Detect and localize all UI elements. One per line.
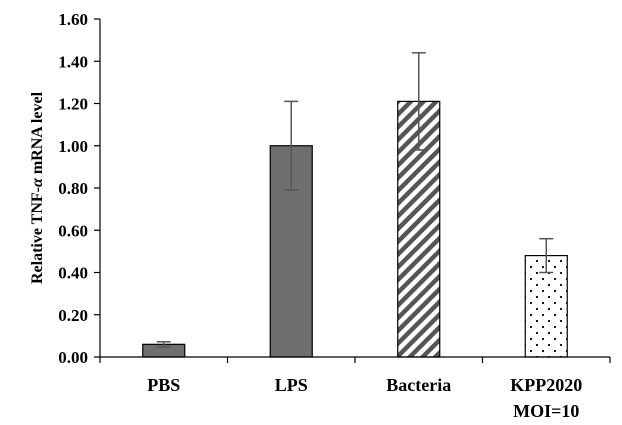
y-tick-label: 1.60 [58,10,88,29]
y-axis-ticks: 0.00 0.20 0.40 0.60 0.80 1.00 1.20 1.40 1.60 [58,10,100,367]
x-category-label: PBS [147,375,180,395]
y-axis-title: Relative TNF-α mRNA level [29,91,46,284]
y-tick-label: 1.40 [58,52,88,71]
bars [142,100,568,358]
y-tick-label: 0.60 [58,221,88,240]
y-axis-title-part-1: Relative TNF- [29,187,46,284]
error-bar-2 [411,52,426,151]
y-axis-title-part-2: mRNA level [29,91,46,178]
x-category-label: KPP2020 [510,375,582,395]
y-tick-label: 1.20 [58,95,88,114]
y-tick-label: 0.20 [58,306,88,325]
x-axis-labels: PBS LPS Bacteria KPP2020 MOI=10 [147,375,582,421]
error-bar-0 [156,341,171,348]
x-category-label: LPS [275,375,308,395]
y-tick-label: 1.00 [58,137,88,156]
axes [99,19,611,363]
y-axis-title-alpha: α [29,177,46,187]
error-bars [156,52,554,348]
svg-text:Relative TNF-α mRNA level: Relative TNF-α mRNA level [29,91,46,284]
y-tick-label: 0.80 [58,179,88,198]
y-tick-label: 0.00 [58,348,88,367]
error-bar-1 [284,100,299,191]
x-category-label: MOI=10 [513,401,579,421]
y-tick-label: 0.40 [58,264,88,283]
x-category-label: Bacteria [386,375,451,395]
error-bar-3 [539,237,554,274]
